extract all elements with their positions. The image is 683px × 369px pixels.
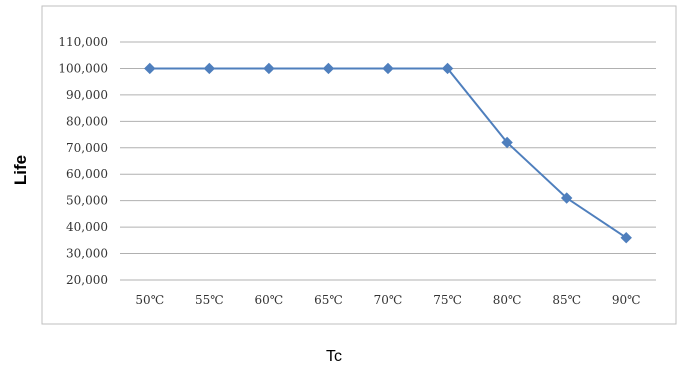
- y-tick-label: 70,000: [66, 141, 108, 155]
- data-point-marker: [382, 62, 394, 75]
- y-tick-label: 30,000: [66, 247, 108, 261]
- y-tick-label: 60,000: [66, 167, 108, 181]
- y-tick-label: 50,000: [66, 194, 108, 208]
- y-tick-label: 110,000: [58, 35, 108, 49]
- x-tick-label: 85℃: [552, 293, 581, 307]
- x-tick-label: 70℃: [374, 293, 403, 307]
- x-tick-label: 80℃: [493, 293, 522, 307]
- data-point-marker: [144, 62, 156, 75]
- x-tick-label: 60℃: [255, 293, 284, 307]
- y-axis-title: Life: [11, 155, 30, 185]
- data-point-marker: [501, 136, 513, 149]
- y-tick-label: 100,000: [58, 61, 108, 75]
- x-tick-label: 55℃: [195, 293, 224, 307]
- x-tick-labels: 50℃ 55℃ 60℃ 65℃ 70℃ 75℃ 80℃ 85℃ 90℃: [135, 293, 640, 307]
- data-point-marker: [263, 62, 275, 75]
- x-tick-label: 65℃: [314, 293, 343, 307]
- x-tick-label: 75℃: [433, 293, 462, 307]
- data-point-marker: [560, 192, 573, 204]
- data-point-marker: [322, 62, 335, 75]
- y-tick-label: 80,000: [66, 114, 108, 128]
- series-group: [144, 62, 632, 244]
- data-point-marker: [203, 62, 216, 75]
- data-point-marker: [620, 231, 632, 244]
- x-tick-label: 90℃: [612, 293, 641, 307]
- x-axis-title: Tc: [326, 348, 342, 365]
- y-tick-label: 90,000: [66, 88, 108, 102]
- plot-area-frame: [41, 5, 677, 325]
- y-tick-label: 40,000: [66, 220, 108, 234]
- y-tick-labels: 20,000 30,000 40,000 50,000 60,000 70,000 80,0…: [58, 35, 108, 287]
- data-point-marker: [441, 62, 454, 75]
- y-tick-label: 20,000: [66, 273, 108, 287]
- x-tick-label: 50℃: [135, 293, 164, 307]
